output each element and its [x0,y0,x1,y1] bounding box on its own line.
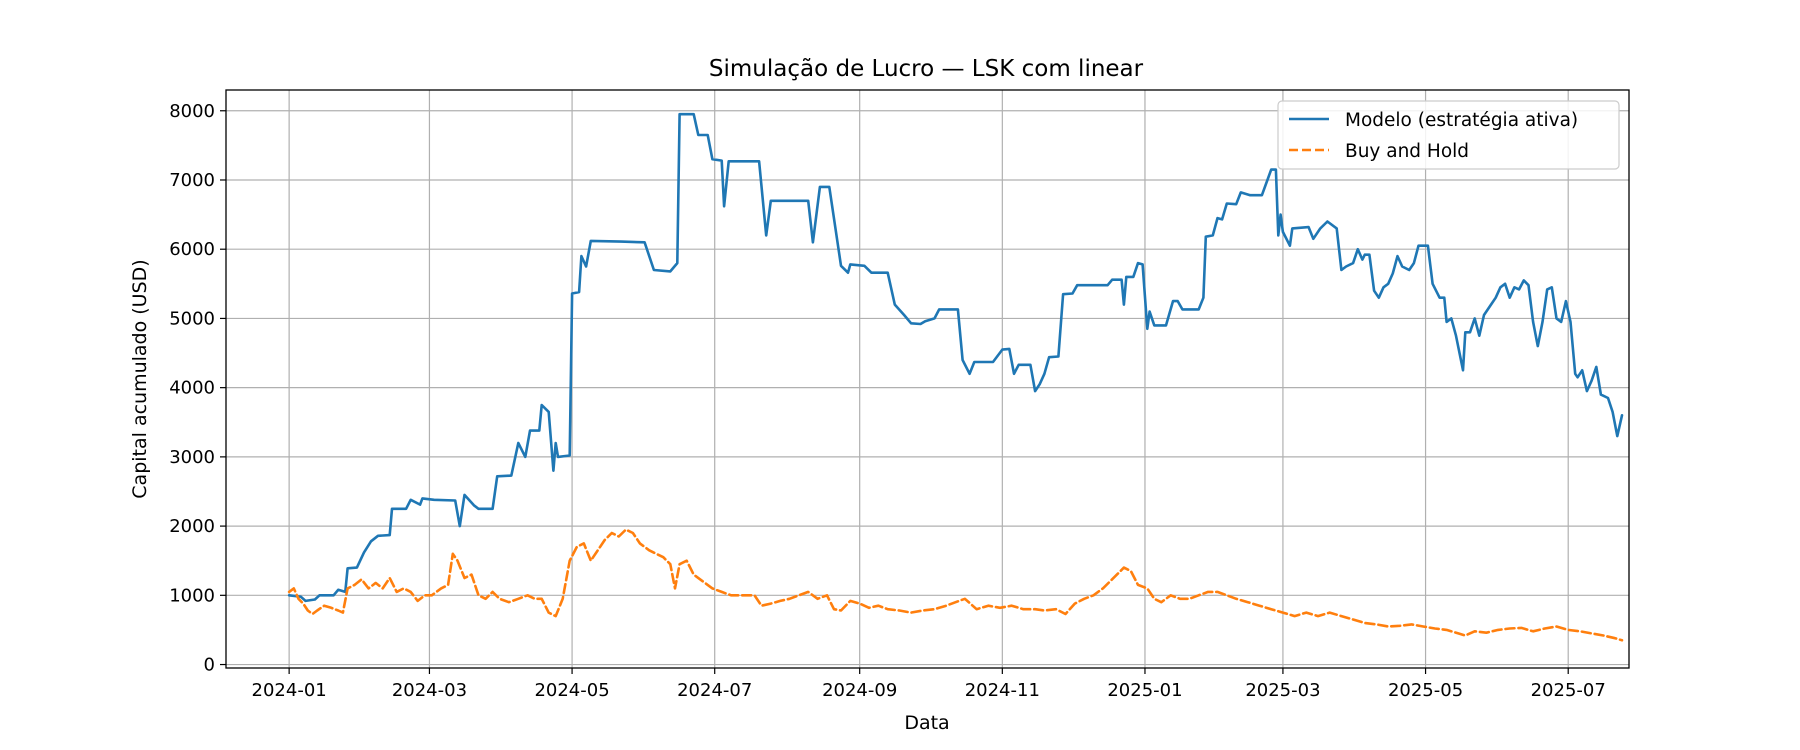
x-tick-label-9: 2025-07 [1531,680,1606,701]
x-tick-label-1: 2024-03 [392,680,467,701]
y-tick-label-7: 7000 [169,170,215,191]
y-axis-label: Capital acumulado (USD) [129,259,151,498]
x-tick-label-2: 2024-05 [534,680,609,701]
y-tick-label-3: 3000 [169,447,215,468]
chart-title: Simulação de Lucro — LSK com linear [709,56,1144,82]
series-layer [287,112,1624,642]
legend: Modelo (estratégia ativa) Buy and Hold [1277,100,1620,170]
x-tick-label-3: 2024-07 [677,680,752,701]
y-tick-label-0: 0 [204,655,215,676]
legend-label-modelo: Modelo (estratégia ativa) [1345,110,1578,131]
y-tick-label-4: 4000 [169,378,215,399]
x-tick-label-5: 2024-11 [965,680,1040,701]
x-axis-label: Data [904,712,949,734]
series-line-modelo [287,112,1624,603]
legend-box [1277,100,1620,170]
x-tick-label-6: 2025-01 [1107,680,1182,701]
plot-frame [225,89,1630,669]
y-tick-label-8: 8000 [169,101,215,122]
x-axis: 2024-01 2024-03 2024-05 2024-07 2024-09 2024-… [252,668,1606,701]
x-tick-label-4: 2024-09 [822,680,897,701]
y-tick-label-5: 5000 [169,308,215,329]
x-tick-label-0: 2024-01 [252,680,327,701]
legend-label-buy-and-hold: Buy and Hold [1345,141,1469,162]
x-tick-label-8: 2025-05 [1388,680,1463,701]
x-tick-label-7: 2025-03 [1245,680,1320,701]
y-tick-label-2: 2000 [169,516,215,537]
y-tick-label-6: 6000 [169,239,215,260]
y-axis: 0 1000 2000 3000 4000 5000 6000 7000 8000 [169,101,226,676]
y-tick-label-1: 1000 [169,585,215,606]
series-line-buy-and-hold [287,528,1624,642]
